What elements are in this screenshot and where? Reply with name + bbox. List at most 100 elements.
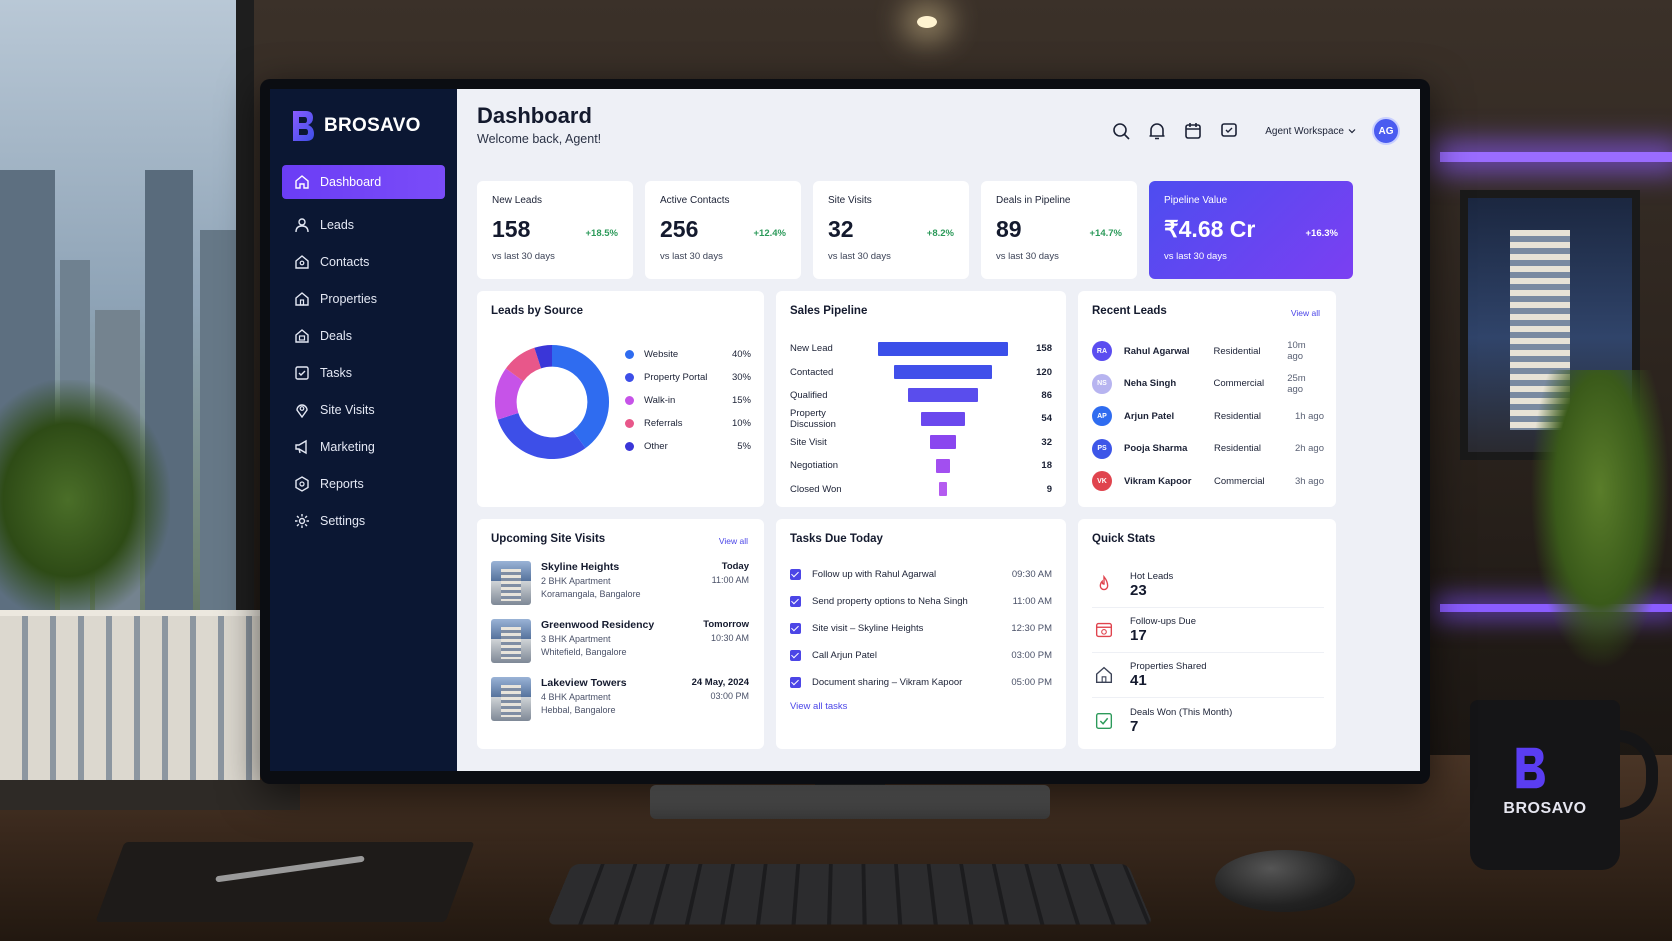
property-location: Koramangala, Bangalore	[541, 589, 641, 599]
funnel-row[interactable]: Negotiation 18	[790, 454, 1052, 477]
funnel-stage-value: 9	[1046, 483, 1052, 495]
sidebar-item-deals[interactable]: Deals	[282, 319, 445, 353]
kpi-value: 158	[492, 216, 531, 242]
kpi-card-new-leads[interactable]: New Leads 158 +18.5% vs last 30 days	[477, 181, 633, 279]
sidebar-item-site-visits[interactable]: Site Visits	[282, 393, 445, 427]
card-title: Recent Leads	[1092, 305, 1167, 317]
sidebar-nav: Dashboard Leads Contacts Properties Deal…	[282, 165, 445, 538]
donut-slice-property-portal[interactable]	[497, 412, 586, 460]
lead-row[interactable]: AP Arjun Patel Residential 1h ago	[1092, 400, 1324, 433]
kpi-value: ₹4.68 Cr	[1164, 216, 1256, 242]
kpi-card-pipeline-value[interactable]: Pipeline Value ₹4.68 Cr +16.3% vs last 3…	[1149, 181, 1353, 279]
donut-slice-website[interactable]	[552, 344, 610, 449]
card-title: Leads by Source	[491, 305, 584, 317]
view-all-tasks-link[interactable]: View all tasks	[790, 701, 848, 712]
sidebar-item-marketing[interactable]: Marketing	[282, 430, 445, 464]
lead-row[interactable]: PS Pooja Sharma Residential 2h ago	[1092, 433, 1324, 466]
chat-icon[interactable]	[1219, 121, 1239, 141]
funnel-row[interactable]: Site Visit 32	[790, 431, 1052, 454]
kpi-delta: +14.7%	[1089, 228, 1123, 239]
funnel-row[interactable]: Contacted 120	[790, 360, 1052, 383]
task-checkbox[interactable]	[790, 623, 801, 634]
property-location: Whitefield, Bangalore	[541, 647, 627, 657]
lead-type: Commercial	[1214, 475, 1265, 487]
donut-slice-referrals[interactable]	[505, 347, 542, 382]
quick-stat-value: 41	[1130, 672, 1147, 689]
brand-name: BROSAVO	[324, 115, 421, 136]
sidebar-item-tasks[interactable]: Tasks	[282, 356, 445, 390]
task-row: Call Arjun Patel 03:00 PM	[790, 642, 1052, 669]
funnel-row[interactable]: Property Discussion 54	[790, 407, 1052, 430]
sidebar-item-properties[interactable]: Properties	[282, 282, 445, 316]
brand[interactable]: BROSAVO	[282, 109, 445, 165]
user-icon	[295, 218, 309, 233]
house-icon	[1092, 663, 1116, 687]
legend-pct: 10%	[731, 418, 751, 429]
kpi-card-site-visits[interactable]: Site Visits 32 +8.2% vs last 30 days	[813, 181, 969, 279]
kpi-card-deals-in-pipeline[interactable]: Deals in Pipeline 89 +14.7% vs last 30 d…	[981, 181, 1137, 279]
kpi-delta: +8.2%	[926, 228, 954, 239]
house-icon	[295, 292, 309, 306]
lead-row[interactable]: NS Neha Singh Commercial 25m ago	[1092, 368, 1324, 401]
kpi-delta: +12.4%	[753, 228, 787, 239]
task-checkbox[interactable]	[790, 650, 801, 661]
lead-type: Residential	[1214, 443, 1261, 455]
sidebar-item-dashboard[interactable]: Dashboard	[282, 165, 445, 199]
bell-icon[interactable]	[1147, 121, 1167, 141]
donut-slice-other[interactable]	[534, 344, 552, 369]
task-checkbox[interactable]	[790, 677, 801, 688]
architectural-model	[0, 610, 260, 790]
task-label: Site visit – Skyline Heights	[812, 623, 924, 634]
workspace-switcher[interactable]: Agent Workspace	[1265, 126, 1356, 137]
user-avatar[interactable]: AG	[1372, 117, 1400, 145]
lead-avatar: RA	[1092, 341, 1112, 362]
leads-by-source-card: Leads by Source Website 40% Property Porta…	[477, 291, 764, 507]
donut-slice-walk-in[interactable]	[494, 368, 524, 420]
quick-stat-value: 7	[1130, 717, 1139, 735]
card-title: Tasks Due Today	[790, 533, 883, 545]
sidebar-item-leads[interactable]: Leads	[282, 208, 445, 242]
site-visit-info: Lakeview Towers 4 BHK Apartment Hebbal, Ba…	[541, 677, 692, 735]
quick-stat-text: Deals Won (This Month) 7	[1130, 707, 1232, 735]
sidebar-item-settings[interactable]: Settings	[282, 504, 445, 538]
sidebar-item-label: Properties	[320, 292, 377, 306]
kpi-card-active-contacts[interactable]: Active Contacts 256 +12.4% vs last 30 da…	[645, 181, 801, 279]
sales-pipeline-funnel: New Lead 158 Contacted 120 Qualified 86 Proper…	[790, 337, 1052, 501]
workspace-label: Agent Workspace	[1265, 125, 1344, 137]
funnel-bar-track	[868, 458, 1028, 473]
property-name: Skyline Heights	[541, 561, 620, 573]
property-name: Lakeview Towers	[541, 677, 627, 689]
kpi-sub: vs last 30 days	[828, 251, 891, 262]
page-subtitle: Welcome back, Agent!	[477, 132, 602, 146]
funnel-row[interactable]: Closed Won 9	[790, 477, 1052, 500]
site-visit-row[interactable]: Greenwood Residency 3 BHK Apartment Whitef…	[491, 619, 749, 677]
task-checkbox[interactable]	[790, 569, 801, 580]
funnel-bar	[929, 435, 957, 450]
view-all-link[interactable]: View all	[1290, 308, 1320, 318]
task-checkbox[interactable]	[790, 596, 801, 607]
funnel-row[interactable]: Qualified 86	[790, 384, 1052, 407]
site-visit-row[interactable]: Skyline Heights 2 BHK Apartment Koramangal…	[491, 561, 749, 619]
funnel-row[interactable]: New Lead 158	[790, 337, 1052, 360]
lead-row[interactable]: RA Rahul Agarwal Residential 10m ago	[1092, 335, 1324, 368]
view-all-link[interactable]: View all	[718, 536, 748, 546]
sidebar-item-contacts[interactable]: Contacts	[282, 245, 445, 279]
main-content: Dashboard Welcome back, Agent! Agent Wor…	[457, 89, 1420, 771]
calendar-icon[interactable]	[1183, 121, 1203, 141]
sidebar-item-reports[interactable]: Reports	[282, 467, 445, 501]
task-label: Document sharing – Vikram Kapoor	[812, 677, 963, 688]
sidebar-item-label: Contacts	[320, 255, 370, 269]
legend-item: Property Portal 30%	[625, 366, 751, 389]
search-icon[interactable]	[1111, 121, 1131, 141]
plant-right	[1530, 370, 1670, 670]
lead-row[interactable]: VK Vikram Kapoor Commercial 3h ago	[1092, 465, 1324, 498]
funnel-bar	[907, 388, 979, 403]
calendar-clock-icon	[1092, 618, 1116, 642]
funnel-bar-track	[868, 435, 1028, 450]
site-visit-info: Skyline Heights 2 BHK Apartment Koramangal…	[541, 561, 712, 619]
property-thumbnail	[491, 677, 531, 721]
site-visit-row[interactable]: Lakeview Towers 4 BHK Apartment Hebbal, Ba…	[491, 677, 749, 735]
card-title: Upcoming Site Visits	[491, 533, 606, 545]
lead-time: 2h ago	[1294, 443, 1324, 455]
task-row: Document sharing – Vikram Kapoor 05:00 PM	[790, 669, 1052, 696]
